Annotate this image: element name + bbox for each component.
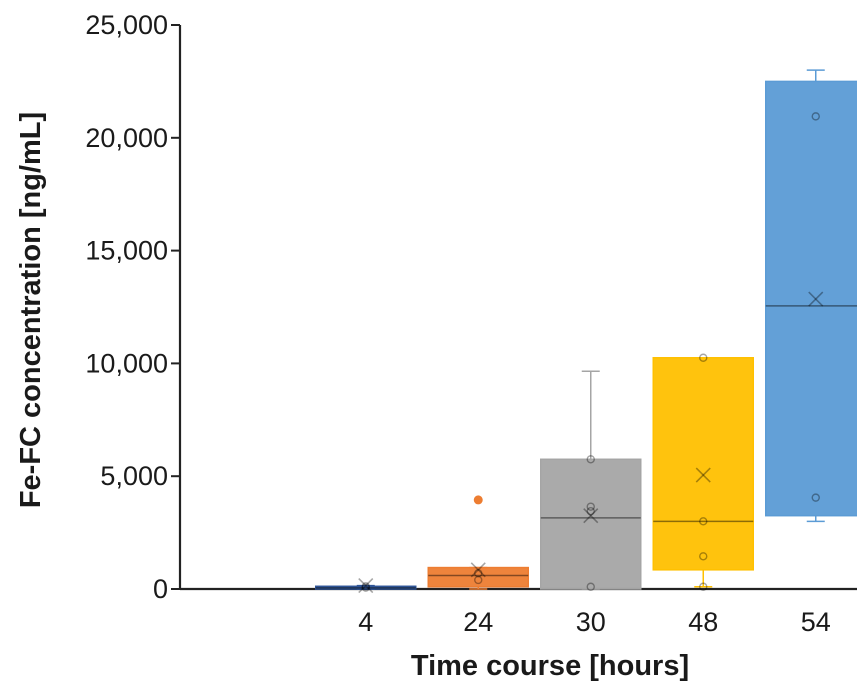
data-point	[361, 582, 370, 591]
mean-marker	[470, 562, 486, 578]
y-tick-label: 20,000	[85, 123, 168, 153]
y-tick-label: 15,000	[85, 236, 168, 266]
data-point	[586, 502, 595, 511]
data-point	[474, 569, 483, 578]
y-tick-label: 5,000	[100, 461, 168, 491]
x-tick-label: 30	[576, 607, 606, 637]
x-tick-label: 4	[358, 607, 373, 637]
box-body	[427, 566, 529, 588]
mean-marker	[808, 291, 824, 307]
y-ticks: 0 5,000 10,000 15,000 20,000 25,000	[85, 10, 180, 604]
data-point	[474, 575, 483, 585]
mean-marker	[358, 578, 374, 594]
mean-marker	[358, 578, 374, 594]
box-body	[765, 80, 857, 517]
axes	[178, 25, 857, 591]
mean-marker	[695, 467, 711, 483]
x-tick-label: 48	[688, 607, 718, 637]
mean-marker	[695, 467, 711, 483]
box-54	[765, 69, 857, 523]
x-tick-label: 24	[463, 607, 493, 637]
box-body	[652, 357, 754, 571]
box-body	[315, 585, 417, 590]
box-body	[540, 458, 642, 590]
y-tick-label: 10,000	[85, 348, 168, 378]
data-point	[586, 582, 595, 591]
data-point	[699, 517, 708, 526]
y-axis-title: Fe-FC concentration [ng/mL]	[15, 112, 47, 508]
y-tick-label: 25,000	[85, 10, 168, 40]
data-point	[586, 506, 595, 516]
data-point	[811, 493, 820, 502]
data-point	[699, 552, 708, 561]
data-point	[699, 353, 708, 362]
mean-marker	[808, 291, 824, 307]
data-point	[811, 112, 820, 121]
mean-marker	[470, 562, 486, 578]
box-4	[315, 578, 417, 594]
mean-marker	[583, 508, 599, 524]
data-point	[699, 582, 708, 591]
boxes	[315, 69, 857, 594]
outlier-point	[473, 495, 483, 505]
x-tick-label: 54	[801, 607, 831, 637]
y-tick-label: 0	[153, 574, 168, 604]
x-axis-title: Time course [hours]	[411, 650, 689, 682]
box-30	[540, 370, 642, 591]
data-point	[361, 583, 370, 592]
box-48	[652, 353, 754, 591]
x-ticks: 4 24 30 48 54	[358, 607, 831, 637]
box-24	[427, 495, 529, 590]
data-point	[586, 455, 595, 464]
mean-marker	[583, 508, 599, 524]
